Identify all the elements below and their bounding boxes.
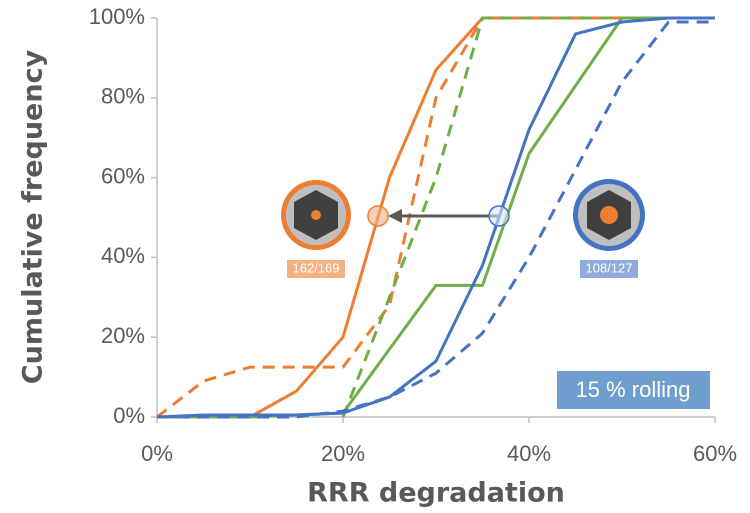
x-tick-label: 0% xyxy=(141,441,173,466)
x-tick-label: 20% xyxy=(321,441,365,466)
x-tick-label: 60% xyxy=(693,441,737,466)
arrow-head xyxy=(388,209,402,223)
y-tick-label: 20% xyxy=(101,323,145,348)
annotation: 15 % rolling xyxy=(576,377,691,402)
marker-circle xyxy=(368,206,388,226)
x-tick-label: 40% xyxy=(507,441,551,466)
annotations: 162/169 108/127 15 % rolling xyxy=(281,179,710,409)
y-tick-label: 80% xyxy=(101,84,145,109)
strand-icon xyxy=(311,210,321,220)
y-axis-title: Cumulative frequency xyxy=(18,49,49,384)
y-tick-label: 60% xyxy=(101,163,145,188)
chart: Cumulative frequency RRR degradation 0% 2… xyxy=(0,0,750,513)
y-tick-label: 0% xyxy=(113,403,145,428)
x-axis-title: RRR degradation xyxy=(307,478,565,509)
marker-circle xyxy=(489,206,509,226)
y-tick-label: 100% xyxy=(89,4,145,29)
strand-icon xyxy=(600,206,618,224)
annotation: 108/127 xyxy=(586,260,633,275)
annotation: 162/169 xyxy=(293,260,340,275)
y-tick-label: 40% xyxy=(101,243,145,268)
